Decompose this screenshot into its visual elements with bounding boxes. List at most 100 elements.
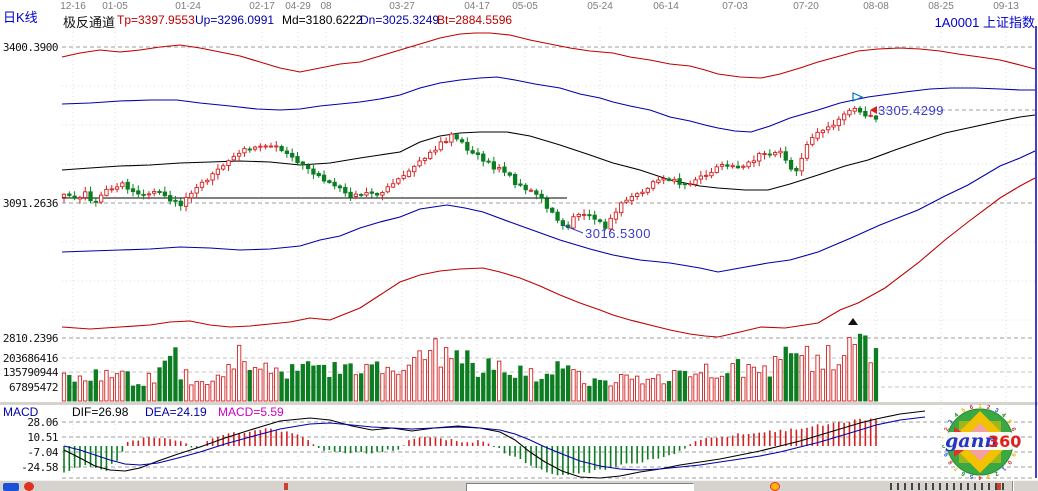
candle-body: [491, 161, 497, 170]
candle-body: [83, 191, 88, 199]
volume-bar: [804, 345, 810, 402]
volume-bar: [77, 375, 83, 402]
symbol-name-label[interactable]: 1A0001 上证指数: [934, 15, 1035, 30]
candle-body: [603, 221, 608, 229]
volume-bar: [93, 369, 98, 402]
candle-body: [481, 153, 486, 162]
date-tick-label: 05-05: [512, 1, 538, 12]
annotation-low-price: 3016.5300: [585, 226, 651, 241]
volume-bar: [491, 369, 497, 402]
taskbar-app-icon-red[interactable]: [24, 482, 34, 491]
candle-body: [162, 191, 167, 197]
candle-body: [666, 178, 672, 181]
volume-bar: [364, 363, 369, 402]
volume-bar: [88, 380, 93, 402]
candle-body: [136, 190, 141, 195]
candle-body: [167, 195, 173, 202]
candle-body: [550, 207, 555, 213]
candle-body: [305, 164, 311, 170]
date-tick-label: 09-13: [993, 1, 1019, 12]
candle-body: [353, 193, 359, 197]
volume-bar: [571, 369, 576, 402]
volume-bar: [650, 377, 656, 402]
volume-bar: [221, 376, 226, 402]
volume-bar: [613, 382, 619, 402]
volume-bar: [136, 384, 141, 402]
candle-body: [571, 216, 576, 229]
candle-body: [703, 174, 709, 177]
candle-body: [619, 202, 624, 214]
start-button-icon[interactable]: [3, 483, 19, 491]
volume-bar: [619, 373, 624, 402]
volume-bar: [703, 363, 709, 402]
volume-bar: [624, 374, 629, 402]
volume-bar: [422, 359, 428, 402]
taskbar[interactable]: [0, 480, 1038, 491]
volume-bar: [321, 364, 327, 402]
date-tick-label: 08-08: [863, 1, 889, 12]
volume-bar: [109, 377, 114, 402]
volume-bar: [640, 383, 645, 402]
candle-body: [258, 145, 263, 148]
volume-bar: [247, 370, 252, 402]
candle-body: [757, 153, 762, 162]
volume-bar: [698, 372, 703, 402]
candle-body: [337, 185, 343, 189]
candle-body: [72, 195, 77, 199]
rim-digit: 9: [944, 451, 951, 457]
gann360-logo: 12345678901234567890123456 gann 360: [926, 404, 1034, 480]
macd-bar-value: MACD=5.59: [218, 405, 284, 419]
candle-body: [826, 126, 831, 131]
chart-canvas[interactable]: [0, 0, 1038, 480]
candle-body: [656, 179, 661, 183]
volume-bar: [215, 374, 221, 402]
kline-period-label[interactable]: 日K线: [3, 10, 38, 25]
candle-body: [109, 188, 114, 191]
candle-body: [268, 145, 274, 148]
candle-body: [316, 173, 321, 177]
volume-bar: [757, 372, 762, 402]
volume-bar: [417, 350, 422, 402]
volume-bar: [279, 371, 284, 402]
volume-bar: [592, 378, 597, 402]
candle-body: [61, 193, 67, 198]
date-tick-label: 08: [320, 1, 332, 12]
candle-body: [746, 161, 751, 168]
rim-digit: 5: [1005, 419, 1012, 426]
candle-body: [688, 183, 693, 186]
taskbar-marker-icon[interactable]: [284, 483, 288, 490]
date-tick-label: 01-05: [102, 1, 128, 12]
date-tick-label: 12-16: [60, 1, 86, 12]
candle-body: [804, 144, 810, 159]
volume-bar: [677, 370, 682, 402]
volume-bar: [576, 370, 581, 402]
volume-bar: [597, 379, 603, 402]
volume-bar: [385, 366, 390, 402]
rim-digit: 7: [953, 464, 960, 471]
price-axis-label: 2810.2396: [2, 332, 59, 345]
taskbar-app-icon-orange[interactable]: [770, 482, 780, 491]
macd-panel-label[interactable]: MACD: [3, 405, 39, 419]
candle-body: [343, 186, 348, 194]
rim-digit: 3: [948, 418, 955, 425]
candle-body: [497, 167, 502, 170]
volume-bar: [746, 364, 751, 402]
volume-bar: [343, 364, 348, 402]
volume-bar: [661, 383, 666, 402]
candle-body: [422, 157, 428, 161]
candle-body: [597, 219, 603, 222]
date-tick-label: 05-24: [587, 1, 613, 12]
candle-body: [88, 191, 93, 202]
volume-bar: [836, 364, 841, 402]
rim-digit: 0: [1005, 459, 1012, 466]
volume-bar: [799, 355, 804, 402]
candle-body: [454, 134, 459, 140]
candle-body: [396, 178, 401, 184]
candle-body: [321, 174, 327, 182]
volume-bar: [873, 348, 879, 402]
taskbar-divider: [1012, 481, 1014, 491]
candle-body: [359, 194, 364, 196]
taskbar-window-button[interactable]: [466, 483, 694, 491]
channel-tp-line: [61, 32, 1036, 79]
volume-bar: [693, 373, 698, 402]
